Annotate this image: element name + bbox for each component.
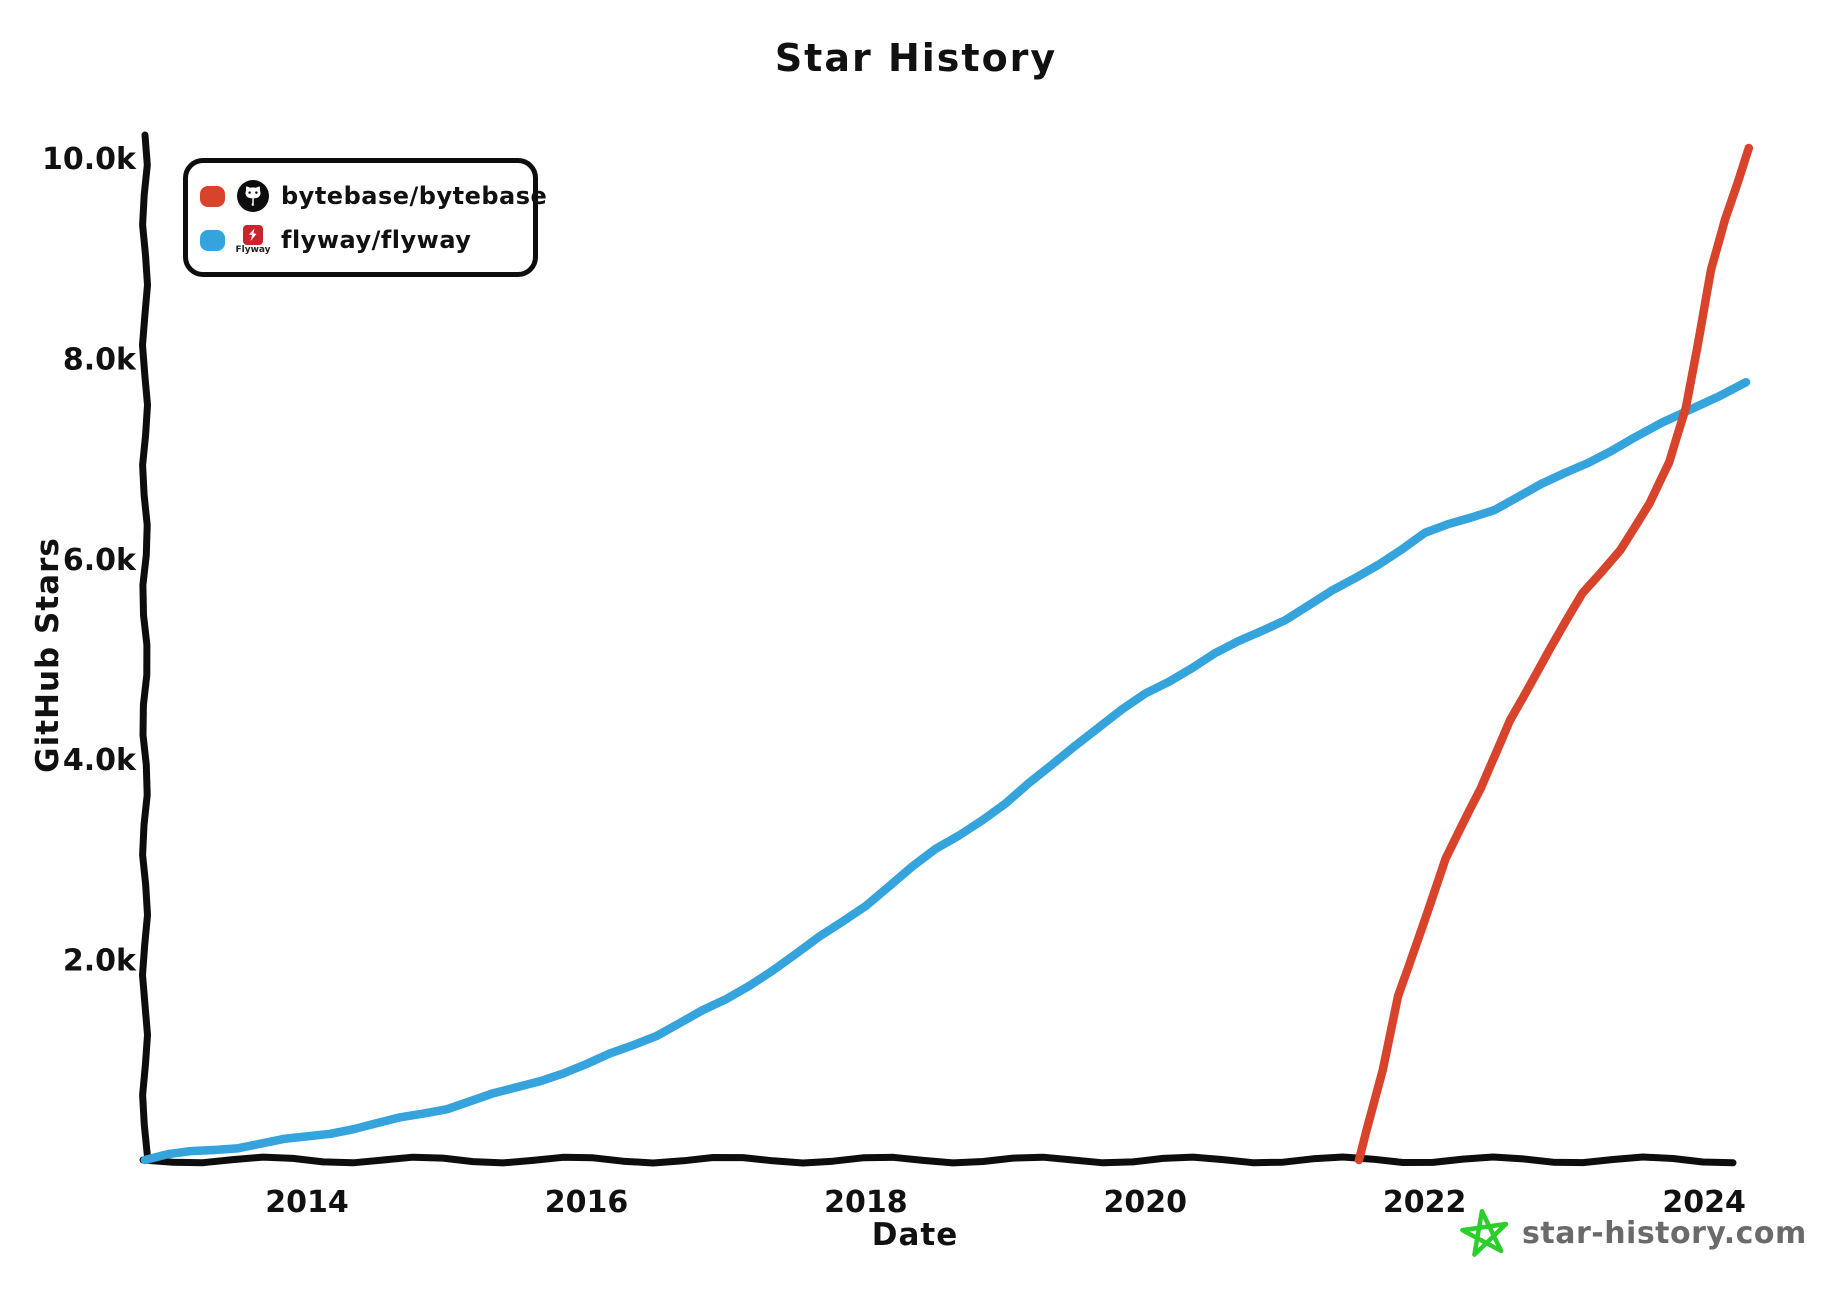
watermark-text: star-history.com — [1522, 1215, 1807, 1251]
github-octocat-icon — [236, 180, 270, 212]
legend-item-bytebase: bytebase/bytebase — [200, 180, 547, 212]
y-tick-label: 8.0k — [63, 342, 137, 377]
flyway-logo-icon: Flyway — [235, 225, 271, 255]
x-tick-label: 2016 — [545, 1185, 629, 1220]
series-line-bytebase — [1354, 143, 1754, 1165]
y-tick-label: 10.0k — [42, 142, 137, 177]
x-axis-title: Date — [871, 1217, 959, 1253]
series-line-flyway — [140, 377, 1751, 1165]
x-tick-label: 2020 — [1104, 1185, 1188, 1220]
x-tick-label: 2024 — [1662, 1185, 1746, 1220]
legend: bytebase/bytebase Flyway flyway/flyway — [183, 158, 547, 277]
legend-label-flyway: flyway/flyway — [281, 226, 472, 254]
chart-title: Star History — [774, 36, 1058, 80]
legend-item-flyway: Flyway flyway/flyway — [200, 225, 521, 255]
watermark-link[interactable]: star-history.com — [1460, 1208, 1807, 1258]
y-axis-line — [139, 131, 151, 1159]
x-tick-label: 2014 — [265, 1185, 349, 1220]
series-color-swatch-bytebase — [200, 185, 225, 207]
y-tick-label: 2.0k — [63, 944, 137, 979]
legend-label-bytebase: bytebase/bytebase — [281, 182, 548, 210]
x-tick-label: 2022 — [1383, 1185, 1467, 1220]
flyway-logo-caption: Flyway — [235, 245, 271, 255]
y-tick-label: 4.0k — [63, 743, 137, 778]
series-color-swatch-flyway — [200, 229, 225, 251]
x-tick-label: 2018 — [824, 1185, 908, 1220]
star-doodle-icon — [1460, 1208, 1510, 1258]
x-axis-line — [139, 1153, 1737, 1167]
y-tick-label: 6.0k — [63, 543, 137, 578]
